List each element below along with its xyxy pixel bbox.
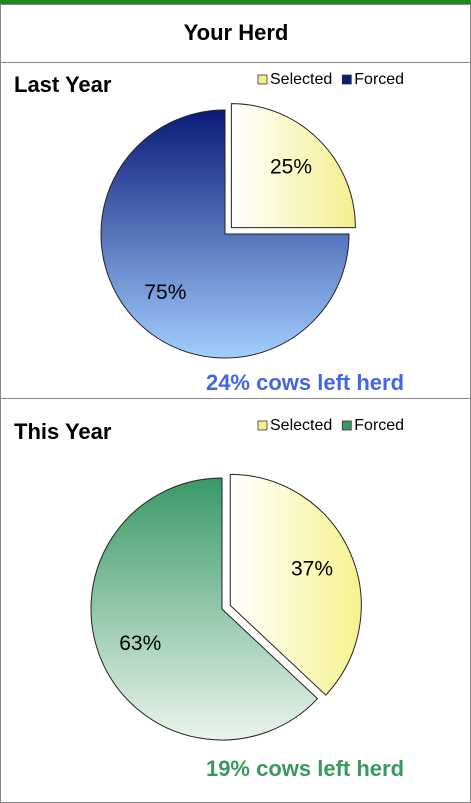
slice-label: 25% <box>270 156 312 179</box>
pie-slice <box>90 477 319 741</box>
legend-label: Forced <box>354 71 404 88</box>
legend-swatch <box>257 74 268 85</box>
legend-swatch <box>257 420 268 431</box>
header-title: Your Herd <box>184 20 289 45</box>
legend-label: Selected <box>270 71 332 88</box>
annotation: 19% cows left herd <box>206 756 404 781</box>
pie-slice <box>100 109 350 359</box>
legend-label: Selected <box>270 417 332 434</box>
top-bar <box>0 0 471 4</box>
legend-swatch <box>341 74 352 85</box>
chart-title: This Year <box>14 419 112 444</box>
slice-label: 37% <box>291 558 333 581</box>
legend-swatch <box>341 420 352 431</box>
chart-title: Last Year <box>14 72 112 97</box>
annotation: 24% cows left herd <box>206 370 404 395</box>
pie-slice <box>230 103 356 229</box>
pie-slice <box>229 473 362 696</box>
legend-label: Forced <box>354 417 404 434</box>
slice-label: 75% <box>144 281 186 304</box>
slice-label: 63% <box>119 632 161 655</box>
